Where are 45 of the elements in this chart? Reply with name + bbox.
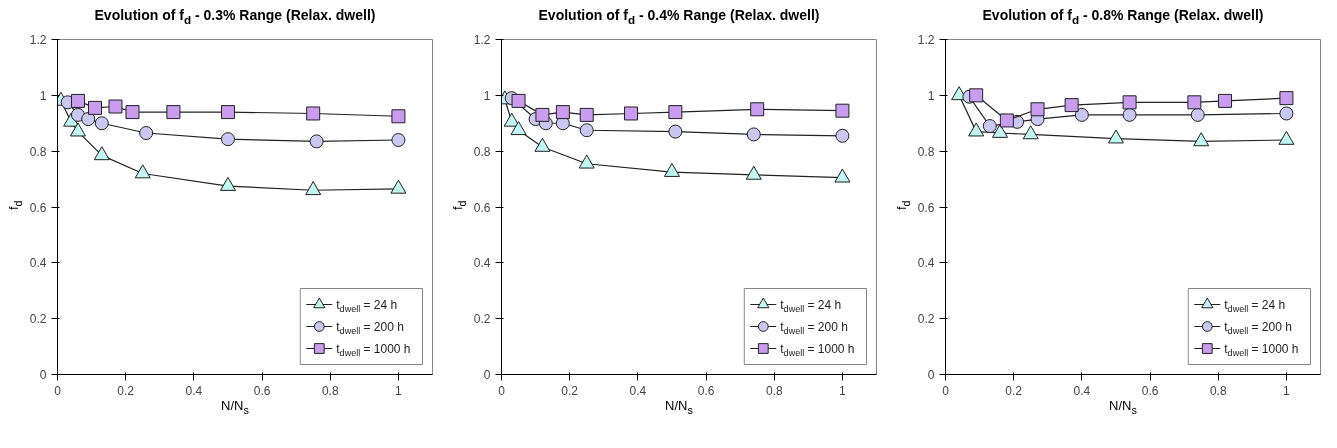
y-tick-label: 0 — [927, 368, 935, 383]
x-tick-label: 0.8 — [1209, 383, 1227, 398]
y-tick-label: 1 — [39, 89, 47, 104]
x-tick-label: 0.6 — [1141, 383, 1159, 398]
y-tick-label: 0.2 — [473, 312, 491, 327]
x-tick-label: 1 — [395, 383, 403, 398]
x-tick-label: 0 — [942, 383, 950, 398]
x-tick-label: 0.2 — [117, 383, 135, 398]
y-tick-label: 0.2 — [917, 312, 935, 327]
y-tick-label: 1 — [927, 89, 935, 104]
y-tick-label: 0 — [39, 368, 47, 383]
x-axis-title: N/N$_{s}$ — [665, 397, 693, 419]
y-tick-label: 0 — [483, 368, 491, 383]
y-tick-label: 0.4 — [29, 256, 47, 271]
y-tick-label: 1.2 — [29, 33, 47, 48]
x-tick-label: 0.4 — [185, 383, 203, 398]
x-tick-label: 0.8 — [321, 383, 339, 398]
x-tick-label: 1 — [1283, 383, 1291, 398]
chart-title: Evolution of f$_{d}$ - 0.3% Range (Relax. dwell) — [94, 6, 376, 28]
x-tick-label: 0.6 — [697, 383, 715, 398]
y-tick-label: 0.4 — [473, 256, 491, 271]
y-tick-label: 0.6 — [917, 200, 935, 215]
x-tick-label: 1 — [839, 383, 847, 398]
y-tick-label: 1 — [483, 89, 491, 104]
x-tick-label: 0.2 — [1005, 383, 1023, 398]
y-tick-label: 1.2 — [917, 33, 935, 48]
y-tick-label: 0.8 — [29, 145, 47, 160]
chart-title: Evolution of f$_{d}$ - 0.8% Range (Relax. dwell) — [982, 6, 1264, 28]
x-axis-title: N/N$_{s}$ — [221, 397, 249, 419]
y-tick-label: 0.6 — [473, 200, 491, 215]
x-tick-label: 0 — [54, 383, 62, 398]
y-tick-label: 0.6 — [29, 200, 47, 215]
x-tick-label: 0.6 — [253, 383, 271, 398]
y-tick-label: 0.8 — [473, 145, 491, 160]
y-tick-label: 1.2 — [473, 33, 491, 48]
chart-title: Evolution of f$_{d}$ - 0.4% Range (Relax. dwell) — [538, 6, 820, 28]
x-tick-label: 0 — [498, 383, 506, 398]
x-axis-title: N/N$_{s}$ — [1109, 397, 1137, 419]
x-tick-label: 0.8 — [765, 383, 783, 398]
y-tick-label: 0.4 — [917, 256, 935, 271]
x-tick-label: 0.4 — [629, 383, 647, 398]
y-tick-label: 0.8 — [917, 145, 935, 160]
y-tick-label: 0.2 — [29, 312, 47, 327]
x-tick-label: 0.4 — [1073, 383, 1091, 398]
x-tick-label: 0.2 — [561, 383, 579, 398]
